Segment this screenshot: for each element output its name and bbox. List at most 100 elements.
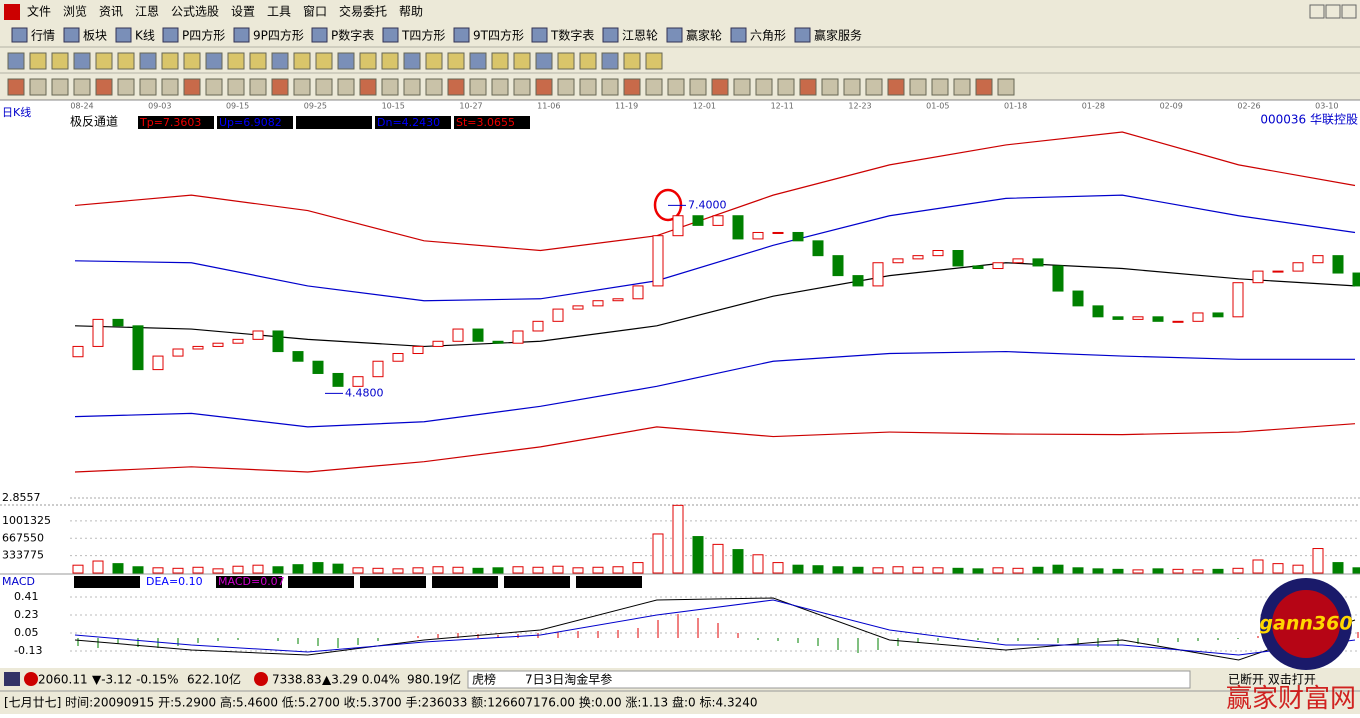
tool-icon[interactable] bbox=[337, 78, 355, 96]
tool-icon[interactable] bbox=[997, 78, 1015, 96]
tool-icon[interactable] bbox=[7, 52, 25, 70]
tool-icon[interactable] bbox=[931, 78, 949, 96]
close-button[interactable] bbox=[1341, 4, 1357, 19]
tool-icon[interactable] bbox=[205, 78, 223, 96]
tool-icon[interactable] bbox=[513, 52, 531, 70]
tool-icon[interactable] bbox=[535, 52, 553, 70]
toolbar-button[interactable]: 赢家服务 bbox=[814, 28, 862, 43]
tool-icon[interactable] bbox=[139, 78, 157, 96]
menu-item[interactable]: 公式选股 bbox=[171, 5, 219, 19]
tool-icon[interactable] bbox=[667, 78, 685, 96]
tool-icon[interactable] bbox=[227, 52, 245, 70]
tool-icon[interactable] bbox=[7, 78, 25, 96]
tool-icon[interactable] bbox=[359, 78, 377, 96]
tool-icon[interactable] bbox=[249, 52, 267, 70]
tool-icon[interactable] bbox=[359, 52, 377, 70]
tool-icon[interactable] bbox=[271, 78, 289, 96]
toolbar-button[interactable]: 9P四方形 bbox=[253, 28, 304, 43]
tool-icon[interactable] bbox=[535, 78, 553, 96]
menu-item[interactable]: 文件 bbox=[27, 4, 51, 19]
tool-icon[interactable] bbox=[975, 78, 993, 96]
menu-item[interactable]: 资讯 bbox=[99, 5, 123, 19]
tool-icon[interactable] bbox=[491, 78, 509, 96]
tool-icon[interactable] bbox=[403, 78, 421, 96]
tool-icon[interactable] bbox=[51, 78, 69, 96]
tool-icon[interactable] bbox=[469, 52, 487, 70]
tool-icon[interactable] bbox=[601, 78, 619, 96]
tool-icon[interactable] bbox=[909, 78, 927, 96]
tool-icon[interactable] bbox=[315, 78, 333, 96]
restore-button[interactable] bbox=[1325, 4, 1341, 19]
tool-icon[interactable] bbox=[799, 78, 817, 96]
tool-icon[interactable] bbox=[425, 78, 443, 96]
tool-icon[interactable] bbox=[161, 52, 179, 70]
tool-icon[interactable] bbox=[601, 52, 619, 70]
tool-icon[interactable] bbox=[95, 78, 113, 96]
toolbar-button[interactable]: 江恩轮 bbox=[622, 29, 658, 43]
tool-icon[interactable] bbox=[139, 52, 157, 70]
tool-icon[interactable] bbox=[117, 52, 135, 70]
tool-icon[interactable] bbox=[777, 78, 795, 96]
tool-icon[interactable] bbox=[447, 78, 465, 96]
tool-icon[interactable] bbox=[73, 78, 91, 96]
tool-icon[interactable] bbox=[623, 78, 641, 96]
tool-icon[interactable] bbox=[293, 52, 311, 70]
tool-icon[interactable] bbox=[887, 78, 905, 96]
minimize-button[interactable] bbox=[1309, 4, 1325, 19]
tool-icon[interactable] bbox=[711, 78, 729, 96]
connection-status[interactable]: 已断开 双击打开 bbox=[1228, 672, 1316, 687]
tool-icon[interactable] bbox=[293, 78, 311, 96]
tool-icon[interactable] bbox=[865, 78, 883, 96]
tool-icon[interactable] bbox=[821, 78, 839, 96]
tool-icon[interactable] bbox=[227, 78, 245, 96]
tool-icon[interactable] bbox=[205, 52, 223, 70]
tool-icon[interactable] bbox=[403, 52, 421, 70]
tool-icon[interactable] bbox=[645, 78, 663, 96]
toolbar-button[interactable]: T数字表 bbox=[550, 28, 594, 43]
tool-icon[interactable] bbox=[271, 52, 289, 70]
tool-icon[interactable] bbox=[73, 52, 91, 70]
tool-icon[interactable] bbox=[843, 78, 861, 96]
menu-item[interactable]: 设置 bbox=[231, 5, 255, 19]
tool-icon[interactable] bbox=[469, 78, 487, 96]
tool-icon[interactable] bbox=[381, 52, 399, 70]
tool-icon[interactable] bbox=[645, 52, 663, 70]
toolbar-button[interactable]: P四方形 bbox=[182, 28, 225, 43]
tool-icon[interactable] bbox=[623, 52, 641, 70]
tool-icon[interactable] bbox=[161, 78, 179, 96]
toolbar-button[interactable]: 行情 bbox=[31, 29, 55, 43]
toolbar-button[interactable]: T四方形 bbox=[401, 28, 445, 43]
tool-icon[interactable] bbox=[249, 78, 267, 96]
tool-icon[interactable] bbox=[579, 78, 597, 96]
tool-icon[interactable] bbox=[755, 78, 773, 96]
tool-icon[interactable] bbox=[557, 78, 575, 96]
tool-icon[interactable] bbox=[953, 78, 971, 96]
toolbar-button[interactable]: 板块 bbox=[83, 29, 107, 43]
tool-icon[interactable] bbox=[425, 52, 443, 70]
tool-icon[interactable] bbox=[557, 52, 575, 70]
menu-item[interactable]: 工具 bbox=[267, 5, 291, 19]
menu-item[interactable]: 交易委托 bbox=[339, 4, 387, 19]
tool-icon[interactable] bbox=[337, 52, 355, 70]
menu-item[interactable]: 浏览 bbox=[63, 4, 87, 19]
toolbar-button[interactable]: 9T四方形 bbox=[473, 28, 524, 43]
toolbar-button[interactable]: P数字表 bbox=[331, 28, 374, 43]
tool-icon[interactable] bbox=[183, 78, 201, 96]
tool-icon[interactable] bbox=[513, 78, 531, 96]
toolbar-button[interactable]: 赢家轮 bbox=[686, 28, 722, 43]
toolbar-button[interactable]: 六角形 bbox=[750, 29, 786, 43]
menu-item[interactable]: 江恩 bbox=[135, 5, 159, 19]
tool-icon[interactable] bbox=[447, 52, 465, 70]
tool-icon[interactable] bbox=[51, 52, 69, 70]
tool-icon[interactable] bbox=[29, 52, 47, 70]
tool-icon[interactable] bbox=[117, 78, 135, 96]
toolbar-button[interactable]: K线 bbox=[135, 29, 155, 43]
tool-icon[interactable] bbox=[579, 52, 597, 70]
tool-icon[interactable] bbox=[733, 78, 751, 96]
tool-icon[interactable] bbox=[689, 78, 707, 96]
menu-item[interactable]: 窗口 bbox=[303, 5, 327, 19]
tool-icon[interactable] bbox=[381, 78, 399, 96]
news-item[interactable]: 虎榜 bbox=[472, 672, 496, 687]
tool-icon[interactable] bbox=[315, 52, 333, 70]
menu-item[interactable]: 帮助 bbox=[399, 5, 423, 19]
